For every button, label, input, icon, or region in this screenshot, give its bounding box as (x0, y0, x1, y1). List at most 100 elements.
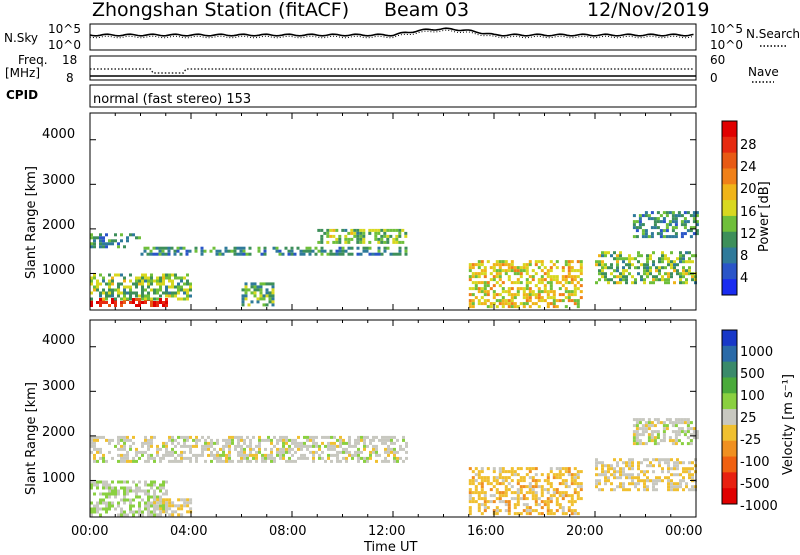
echo-cell (271, 288, 275, 292)
echo-cell (150, 297, 153, 301)
echo-cell (576, 482, 580, 486)
echo-cell (201, 444, 204, 448)
echo-cell (537, 497, 541, 501)
echo-cell (650, 421, 654, 425)
echo-cell (632, 439, 636, 443)
echo-cell (123, 495, 126, 499)
echo-cell (165, 447, 168, 451)
echo-cell (270, 450, 273, 454)
echo-cell (371, 228, 375, 232)
echo-cell (564, 491, 568, 495)
echo-cell (108, 501, 111, 505)
echo-cell (129, 301, 132, 304)
echo-cell (285, 459, 288, 463)
echo-cell (216, 441, 219, 445)
echo-cell (537, 290, 541, 294)
echo-cell (404, 246, 408, 250)
echo-cell (519, 476, 523, 480)
echo-cell (192, 453, 195, 457)
echo-cell (153, 279, 156, 283)
echo-cell (667, 482, 670, 486)
echo-cell (646, 260, 649, 264)
echo-cell (477, 503, 481, 507)
echo-cell (186, 435, 189, 439)
echo-cell (93, 504, 96, 508)
echo-cell (486, 467, 490, 471)
echo-cell (264, 456, 267, 460)
echo-cell (177, 288, 180, 292)
echo-cell (404, 234, 408, 238)
echo-cell (561, 284, 565, 288)
echo-cell (595, 467, 598, 471)
echo-cell (194, 249, 198, 253)
echo-cell (380, 252, 384, 256)
echo-cell (105, 492, 108, 496)
echo-cell (552, 293, 556, 297)
echo-cell (625, 488, 628, 492)
echo-cell (259, 291, 263, 295)
echo-cell (570, 494, 574, 498)
echo-cell (186, 279, 189, 283)
echo-cell (359, 237, 363, 241)
echo-cell (495, 509, 499, 513)
echo-cell (528, 485, 532, 489)
echo-cell (528, 293, 532, 297)
echo-cell (534, 500, 538, 504)
echo-cell (344, 240, 348, 244)
echo-cell (671, 235, 675, 239)
echo-cell (129, 501, 132, 505)
echo-cell (558, 473, 562, 477)
echo-cell (656, 433, 660, 437)
echo-cell (573, 488, 577, 492)
echo-cell (610, 482, 613, 486)
echo-cell (288, 459, 291, 463)
echo-cell (668, 223, 672, 227)
xtick-0800: 08:00 (269, 524, 307, 539)
echo-cell (318, 456, 321, 460)
echo-cell (656, 436, 660, 440)
echo-cell (114, 239, 117, 243)
echo-cell (677, 418, 681, 422)
echo-cell (144, 450, 147, 454)
echo-cell (632, 220, 636, 224)
echo-cell (501, 500, 505, 504)
echo-cell (102, 498, 105, 502)
echo-cell (108, 273, 111, 277)
echo-cell (99, 233, 102, 237)
echo-cell (641, 433, 645, 437)
echo-cell (156, 495, 159, 499)
echo-cell (635, 220, 639, 224)
echo-cell (516, 287, 520, 291)
echo-cell (135, 276, 138, 280)
echo-cell (647, 235, 651, 239)
echo-cell (138, 282, 141, 286)
echo-cell (396, 459, 399, 463)
echo-cell (646, 275, 649, 279)
echo-cell (540, 473, 544, 477)
echo-cell (685, 269, 688, 273)
echo-cell (384, 447, 387, 451)
echo-cell (336, 453, 339, 457)
echo-cell (275, 249, 279, 253)
echo-cell (156, 288, 159, 292)
echo-cell (486, 506, 490, 510)
echo-cell (171, 513, 175, 517)
echo-cell (321, 456, 324, 460)
echo-cell (135, 492, 138, 496)
echo-cell (207, 447, 210, 451)
echo-cell (111, 501, 114, 505)
echo-cell (179, 246, 183, 250)
echo-cell (117, 294, 120, 298)
echo-cell (180, 459, 183, 463)
echo-cell (650, 211, 654, 215)
echo-cell (640, 254, 643, 258)
echo-cell (357, 459, 360, 463)
echo-cell (336, 438, 339, 442)
echo-cell (102, 276, 105, 280)
echo-cell (90, 510, 93, 514)
echo-cell (564, 305, 568, 309)
echo-cell (619, 476, 622, 480)
echo-cell (483, 503, 487, 507)
echo-cell (102, 492, 105, 496)
echo-cell (492, 278, 496, 282)
